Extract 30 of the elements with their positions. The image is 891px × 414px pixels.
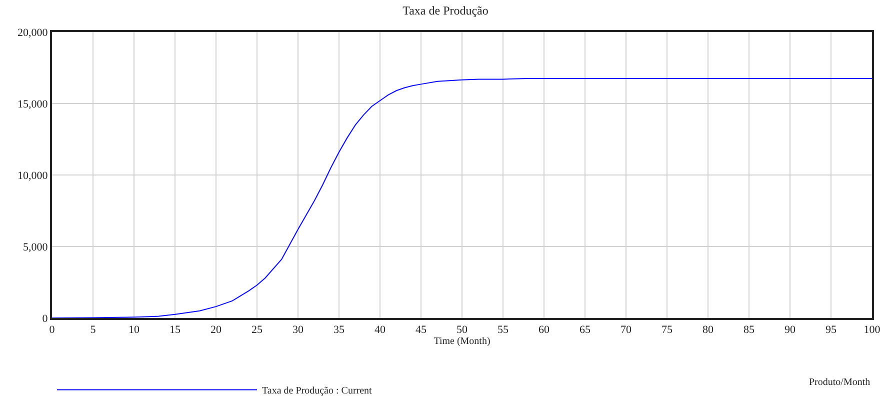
x-tick-label: 65 [580, 324, 591, 336]
x-tick-label: 10 [128, 324, 140, 336]
x-tick-label: 5 [90, 324, 96, 336]
text: Taxa de Produção : Current [262, 386, 372, 397]
x-tick-label: 90 [784, 324, 796, 336]
x-tick-label: 100 [864, 324, 881, 336]
x-tick-label: 70 [620, 324, 632, 336]
x-tick-label: 45 [416, 324, 427, 336]
x-tick-label: 75 [662, 324, 673, 336]
x-axis-title: Time (Month) [434, 336, 490, 348]
x-tick-label: 80 [702, 324, 714, 336]
x-tick-label: 95 [826, 324, 837, 336]
x-tick-label: 55 [498, 324, 509, 336]
line-series [52, 78, 872, 318]
x-tick-label: 25 [252, 324, 263, 336]
x-tick-label: 85 [744, 324, 755, 336]
x-tick-label: 15 [170, 324, 181, 336]
text: Produto/Month [809, 377, 870, 388]
x-tick-label: 30 [292, 324, 304, 336]
y-tick-label: 0 [42, 312, 48, 325]
y-tick-label: 10,000 [18, 170, 48, 182]
y-tick-label: 5,000 [23, 241, 48, 254]
y-tick-label: 20,000 [18, 26, 48, 39]
x-tick-label: 35 [334, 324, 345, 336]
x-tick-label: 20 [210, 324, 222, 336]
x-tick-label: 60 [538, 324, 550, 336]
chart-title: Taxa de Produção [402, 4, 488, 18]
y-tick-label: 15,000 [18, 98, 48, 110]
x-tick-label: 50 [456, 324, 468, 336]
x-tick-label: 40 [374, 324, 386, 336]
